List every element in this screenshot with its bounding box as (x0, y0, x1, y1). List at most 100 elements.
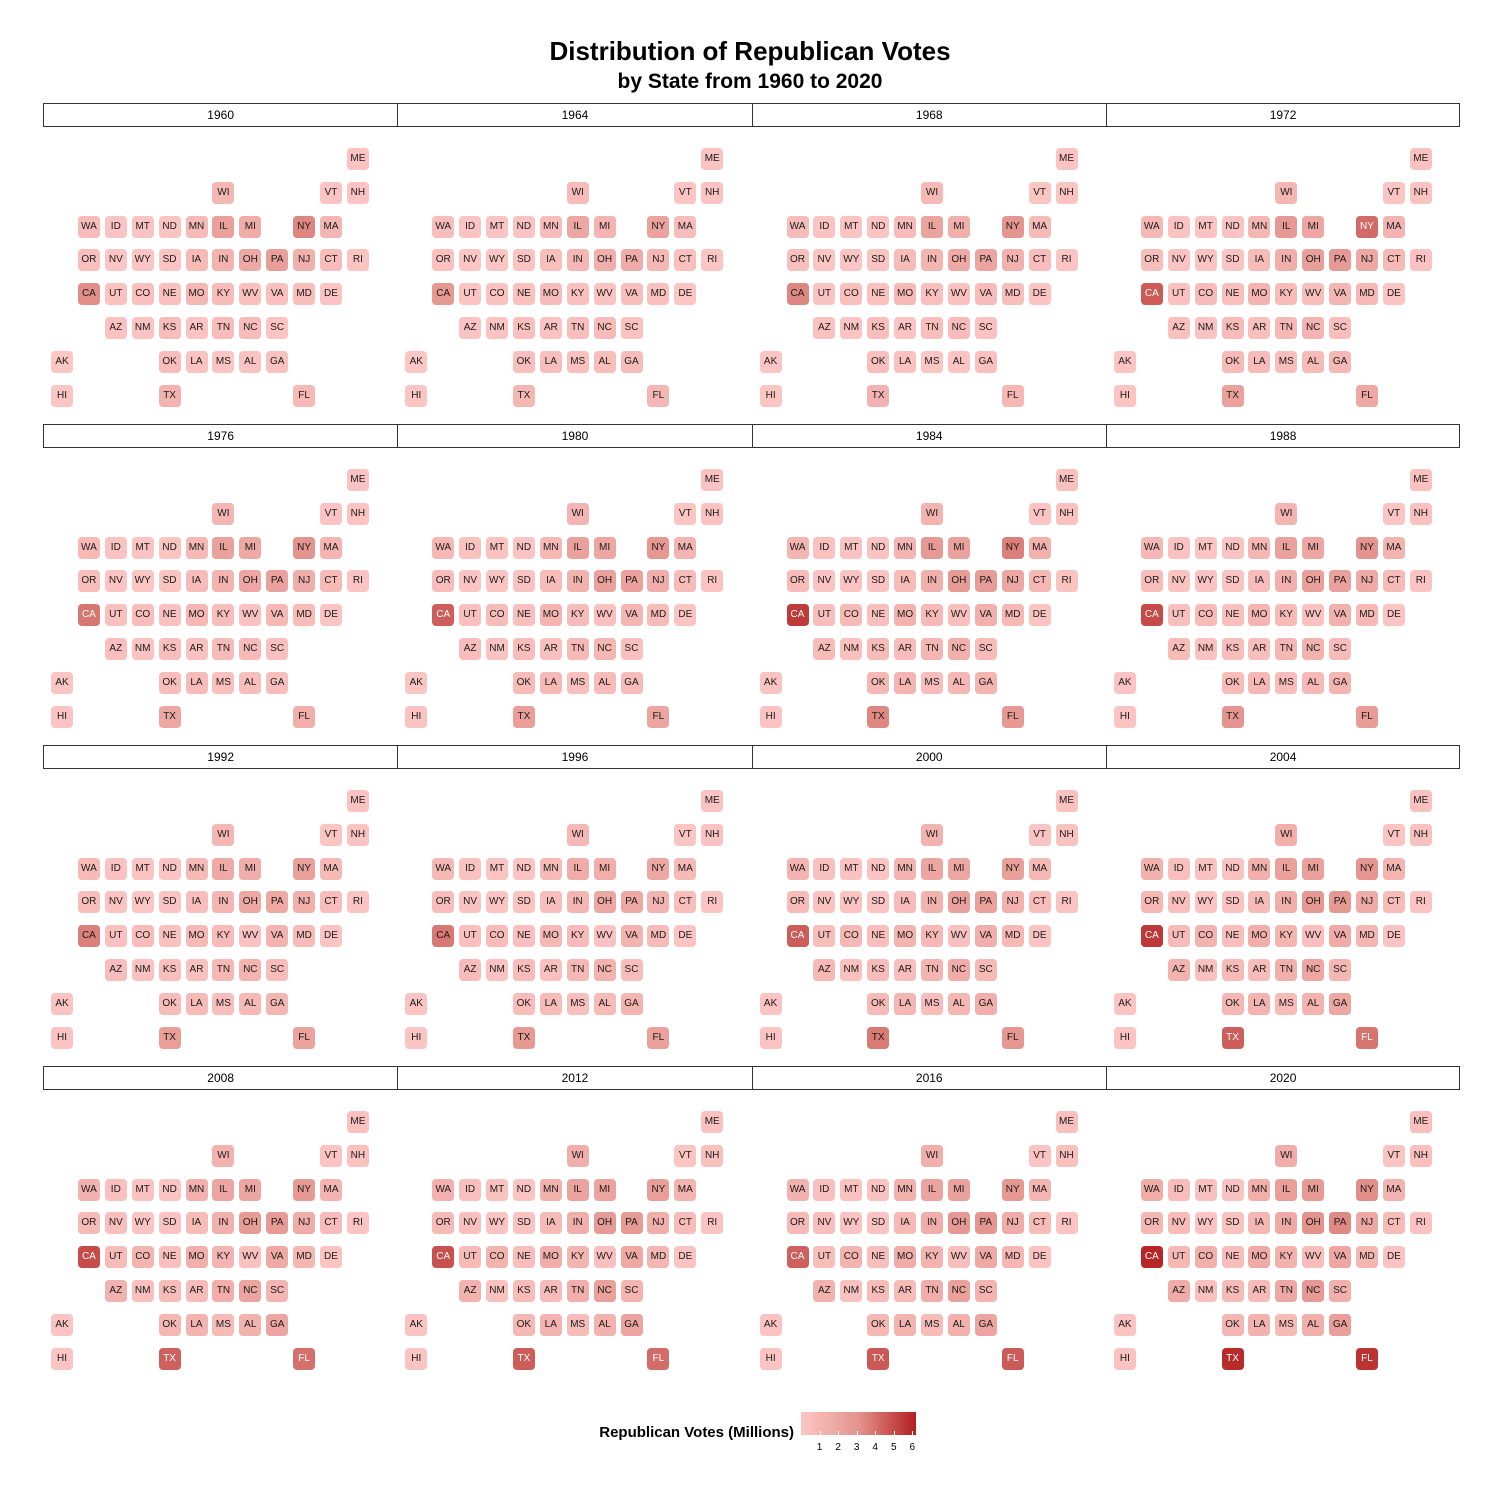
tile-2020-PA: PA (1329, 1212, 1352, 1235)
tile-1976-SC: SC (266, 638, 289, 660)
tile-2020-IN: IN (1275, 1212, 1298, 1235)
tile-2004-MN: MN (1248, 857, 1271, 880)
tile-1964-LA: LA (539, 350, 562, 373)
tile-1992-HI: HI (51, 1026, 73, 1049)
tile-2004-UT: UT (1167, 925, 1190, 948)
tile-1992-KS: KS (158, 959, 181, 981)
tile-1984-PA: PA (974, 570, 997, 593)
tile-2000-CT: CT (1028, 891, 1051, 914)
tile-1968-MS: MS (921, 350, 943, 373)
tile-2000-IN: IN (921, 891, 943, 914)
tile-1996-ID: ID (459, 857, 482, 880)
tile-2004-LA: LA (1248, 992, 1271, 1015)
tile-1976-IN: IN (212, 570, 235, 593)
tile-1992-DE: DE (320, 925, 342, 948)
tile-1980-NY: NY (647, 536, 670, 559)
tile-1976-KS: KS (158, 638, 181, 660)
tile-2012-IL: IL (566, 1178, 589, 1201)
tile-1980-WV: WV (593, 604, 616, 627)
tile-2000-ME: ME (1055, 790, 1078, 812)
tile-2004-CO: CO (1194, 925, 1217, 948)
tile-1976-ND: ND (158, 536, 181, 559)
tile-1980-NJ: NJ (647, 570, 670, 593)
tile-1968-OK: OK (867, 350, 890, 373)
tile-1968-TN: TN (921, 317, 943, 339)
tile-2004-ID: ID (1167, 857, 1190, 880)
tile-1980-AL: AL (593, 671, 616, 694)
tile-2000-WY: WY (840, 891, 863, 914)
tile-2012-SC: SC (620, 1280, 643, 1302)
tile-1980-WY: WY (486, 570, 508, 593)
tile-1988-MN: MN (1248, 536, 1271, 559)
legend-tick-label-2: 2 (835, 1442, 841, 1453)
tile-2016-ID: ID (813, 1178, 836, 1201)
tile-2008-RI: RI (346, 1212, 369, 1235)
tile-1976-CA: CA (77, 604, 100, 627)
tile-1984-IN: IN (921, 570, 943, 593)
tile-2016-NY: NY (1001, 1178, 1024, 1201)
tile-1980-SD: SD (512, 570, 535, 593)
tile-1988-CT: CT (1382, 570, 1405, 593)
tile-2008-LA: LA (185, 1313, 208, 1336)
tile-2012-UT: UT (459, 1246, 482, 1269)
tile-2016-AR: AR (894, 1280, 917, 1302)
legend-tick-mark-2 (838, 1431, 840, 1435)
tile-1984-ME: ME (1055, 469, 1078, 491)
tile-1992-WI: WI (212, 823, 235, 846)
tile-1996-MA: MA (674, 857, 697, 880)
tile-1964-MT: MT (486, 215, 508, 238)
tile-1992-WA: WA (77, 857, 100, 880)
tile-1988-KY: KY (1275, 604, 1298, 627)
tile-2004-VA: VA (1329, 925, 1352, 948)
tile-1964-WV: WV (593, 283, 616, 306)
tile-1968-FL: FL (1001, 384, 1024, 407)
tile-2016-MN: MN (894, 1178, 917, 1201)
tile-2020-CT: CT (1382, 1212, 1405, 1235)
tile-2016-CA: CA (786, 1246, 809, 1269)
tile-1972-ND: ND (1221, 215, 1244, 238)
tile-1960-NC: NC (239, 317, 262, 339)
tile-1968-AR: AR (894, 317, 917, 339)
tile-1972-OR: OR (1140, 249, 1163, 272)
tile-2000-AR: AR (894, 959, 917, 981)
tile-2020-TN: TN (1275, 1280, 1298, 1302)
tile-1984-FL: FL (1001, 705, 1024, 728)
tile-2012-OR: OR (432, 1212, 455, 1235)
tile-2000-HI: HI (759, 1026, 782, 1049)
tile-1976-HI: HI (51, 705, 73, 728)
tile-2020-VA: VA (1329, 1246, 1352, 1269)
tile-2016-UT: UT (813, 1246, 836, 1269)
tile-2012-NY: NY (647, 1178, 670, 1201)
tile-1996-NJ: NJ (647, 891, 670, 914)
tile-1980-RI: RI (701, 570, 724, 593)
tile-1960-WV: WV (239, 283, 262, 306)
tile-1996-AL: AL (593, 992, 616, 1015)
tile-1964-AZ: AZ (459, 317, 482, 339)
tile-1984-WV: WV (947, 604, 970, 627)
tile-2012-DE: DE (674, 1246, 697, 1269)
tile-2016-AZ: AZ (813, 1280, 836, 1302)
tile-1976-OH: OH (239, 570, 262, 593)
tile-1980-NM: NM (486, 638, 508, 660)
tile-1964-NM: NM (486, 317, 508, 339)
tile-1984-CA: CA (786, 604, 809, 627)
tile-2000-IA: IA (894, 891, 917, 914)
tile-1996-MD: MD (647, 925, 670, 948)
tile-1960-FL: FL (293, 384, 316, 407)
tile-1984-NM: NM (840, 638, 863, 660)
tile-2016-WA: WA (786, 1178, 809, 1201)
tile-1972-ME: ME (1409, 148, 1432, 170)
tile-1984-MI: MI (947, 536, 970, 559)
tile-1960-WA: WA (77, 215, 100, 238)
tile-1980-OK: OK (512, 671, 535, 694)
tile-2016-MO: MO (894, 1246, 917, 1269)
tile-1976-DE: DE (320, 604, 342, 627)
facet-strip-2000: 2000 (751, 745, 1107, 769)
tile-2020-MA: MA (1382, 1178, 1405, 1201)
tile-1996-DE: DE (674, 925, 697, 948)
tile-2020-NC: NC (1302, 1280, 1325, 1302)
tile-2016-OH: OH (947, 1212, 970, 1235)
tile-1964-IA: IA (539, 249, 562, 272)
tile-2000-AK: AK (759, 992, 782, 1015)
tile-1968-CO: CO (840, 283, 863, 306)
